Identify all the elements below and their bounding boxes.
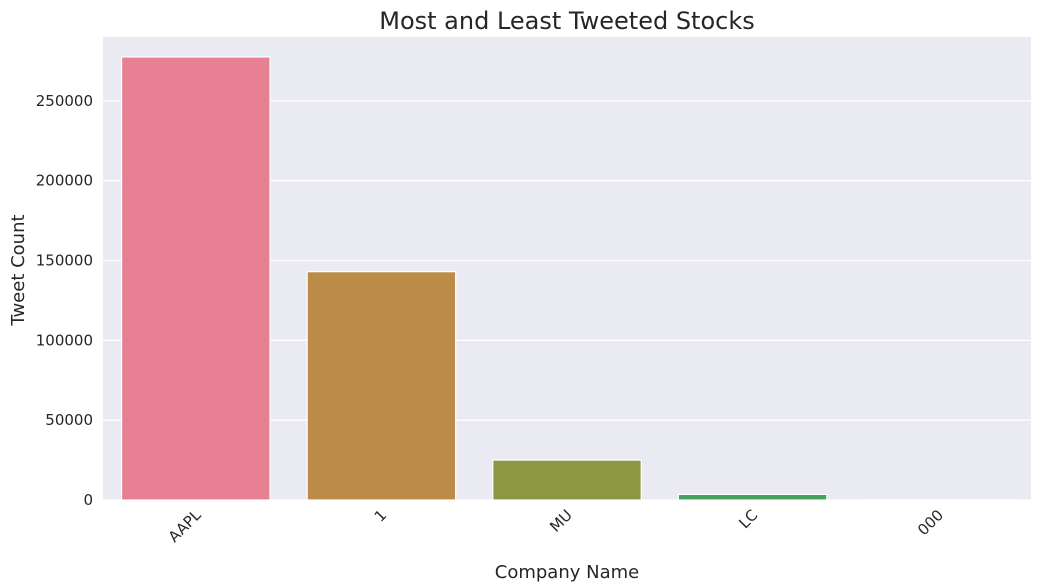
y-tick-label: 0 [83, 491, 93, 509]
bars [120, 56, 1014, 501]
y-axis-label: Tweet Count [8, 214, 29, 326]
x-tick-label: 000 [914, 506, 947, 539]
x-axis-ticks: AAPL 1 MU LC 000 [165, 506, 947, 546]
x-axis-label: Company Name [495, 562, 639, 583]
x-tick-label: 1 [371, 506, 390, 525]
bar-1 [306, 271, 457, 501]
y-tick-label: 150000 [36, 252, 93, 270]
chart-title: Most and Least Tweeted Stocks [379, 7, 755, 35]
bar-lc [677, 493, 828, 501]
y-tick-label: 200000 [36, 172, 93, 190]
x-tick-label: LC [735, 506, 761, 532]
bar-aapl [120, 56, 271, 501]
x-tick-label: MU [546, 506, 576, 536]
bar-mu [492, 459, 642, 501]
y-tick-label: 250000 [36, 92, 93, 110]
y-tick-label: 50000 [45, 411, 93, 429]
y-axis-ticks: 0 50000 100000 150000 200000 250000 [36, 92, 93, 509]
y-tick-label: 100000 [36, 331, 93, 349]
x-tick-label: AAPL [165, 506, 205, 546]
